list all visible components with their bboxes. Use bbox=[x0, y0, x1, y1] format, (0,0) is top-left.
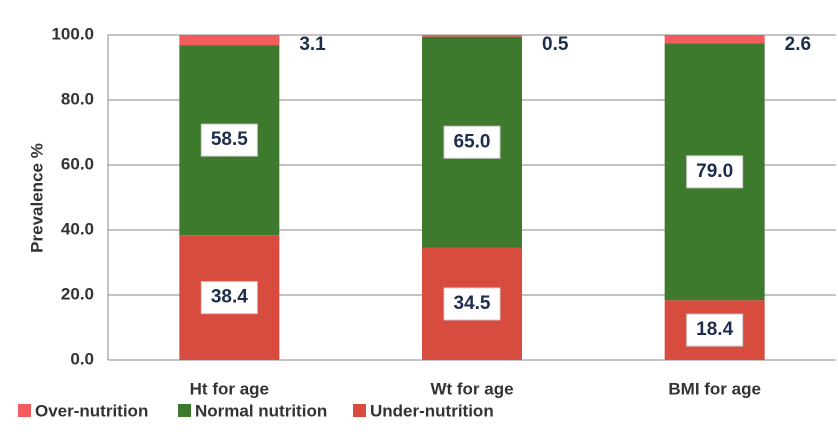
y-tick-label: 0.0 bbox=[70, 349, 94, 368]
y-tick-label: 100.0 bbox=[51, 24, 94, 43]
value-label: 38.4 bbox=[211, 287, 248, 308]
bar-segment bbox=[664, 35, 765, 44]
value-label-box bbox=[686, 313, 744, 347]
y-tick-label: 20.0 bbox=[61, 284, 94, 303]
value-label: 18.4 bbox=[696, 319, 733, 340]
legend-label: Over-nutrition bbox=[35, 401, 148, 420]
value-label: 65.0 bbox=[454, 131, 491, 152]
x-tick-label: Wt for age bbox=[430, 379, 513, 398]
value-label: 34.5 bbox=[454, 293, 491, 314]
y-tick-label: 80.0 bbox=[61, 89, 94, 108]
bar-segment bbox=[422, 35, 522, 37]
y-tick-label: 40.0 bbox=[61, 219, 94, 238]
bar-segment bbox=[179, 35, 280, 46]
legend-swatch bbox=[353, 404, 366, 417]
value-label-box bbox=[200, 123, 258, 157]
x-tick-label: BMI for age bbox=[668, 379, 761, 398]
value-label-box bbox=[200, 281, 258, 315]
y-axis-label: Prevalence % bbox=[27, 143, 46, 253]
value-label-box bbox=[443, 125, 501, 159]
value-label: 3.1 bbox=[299, 34, 326, 55]
legend-label: Under-nutrition bbox=[370, 401, 494, 420]
x-tick-label: Ht for age bbox=[190, 379, 269, 398]
value-label-box bbox=[443, 287, 501, 321]
legend-swatch bbox=[18, 404, 31, 417]
value-label: 79.0 bbox=[696, 161, 733, 182]
value-label: 2.6 bbox=[785, 34, 811, 55]
legend-swatch bbox=[178, 404, 191, 417]
value-label: 58.5 bbox=[211, 129, 248, 150]
y-tick-label: 60.0 bbox=[61, 154, 94, 173]
legend-label: Normal nutrition bbox=[195, 401, 327, 420]
value-label: 0.5 bbox=[542, 34, 569, 55]
value-label-box bbox=[686, 155, 744, 189]
